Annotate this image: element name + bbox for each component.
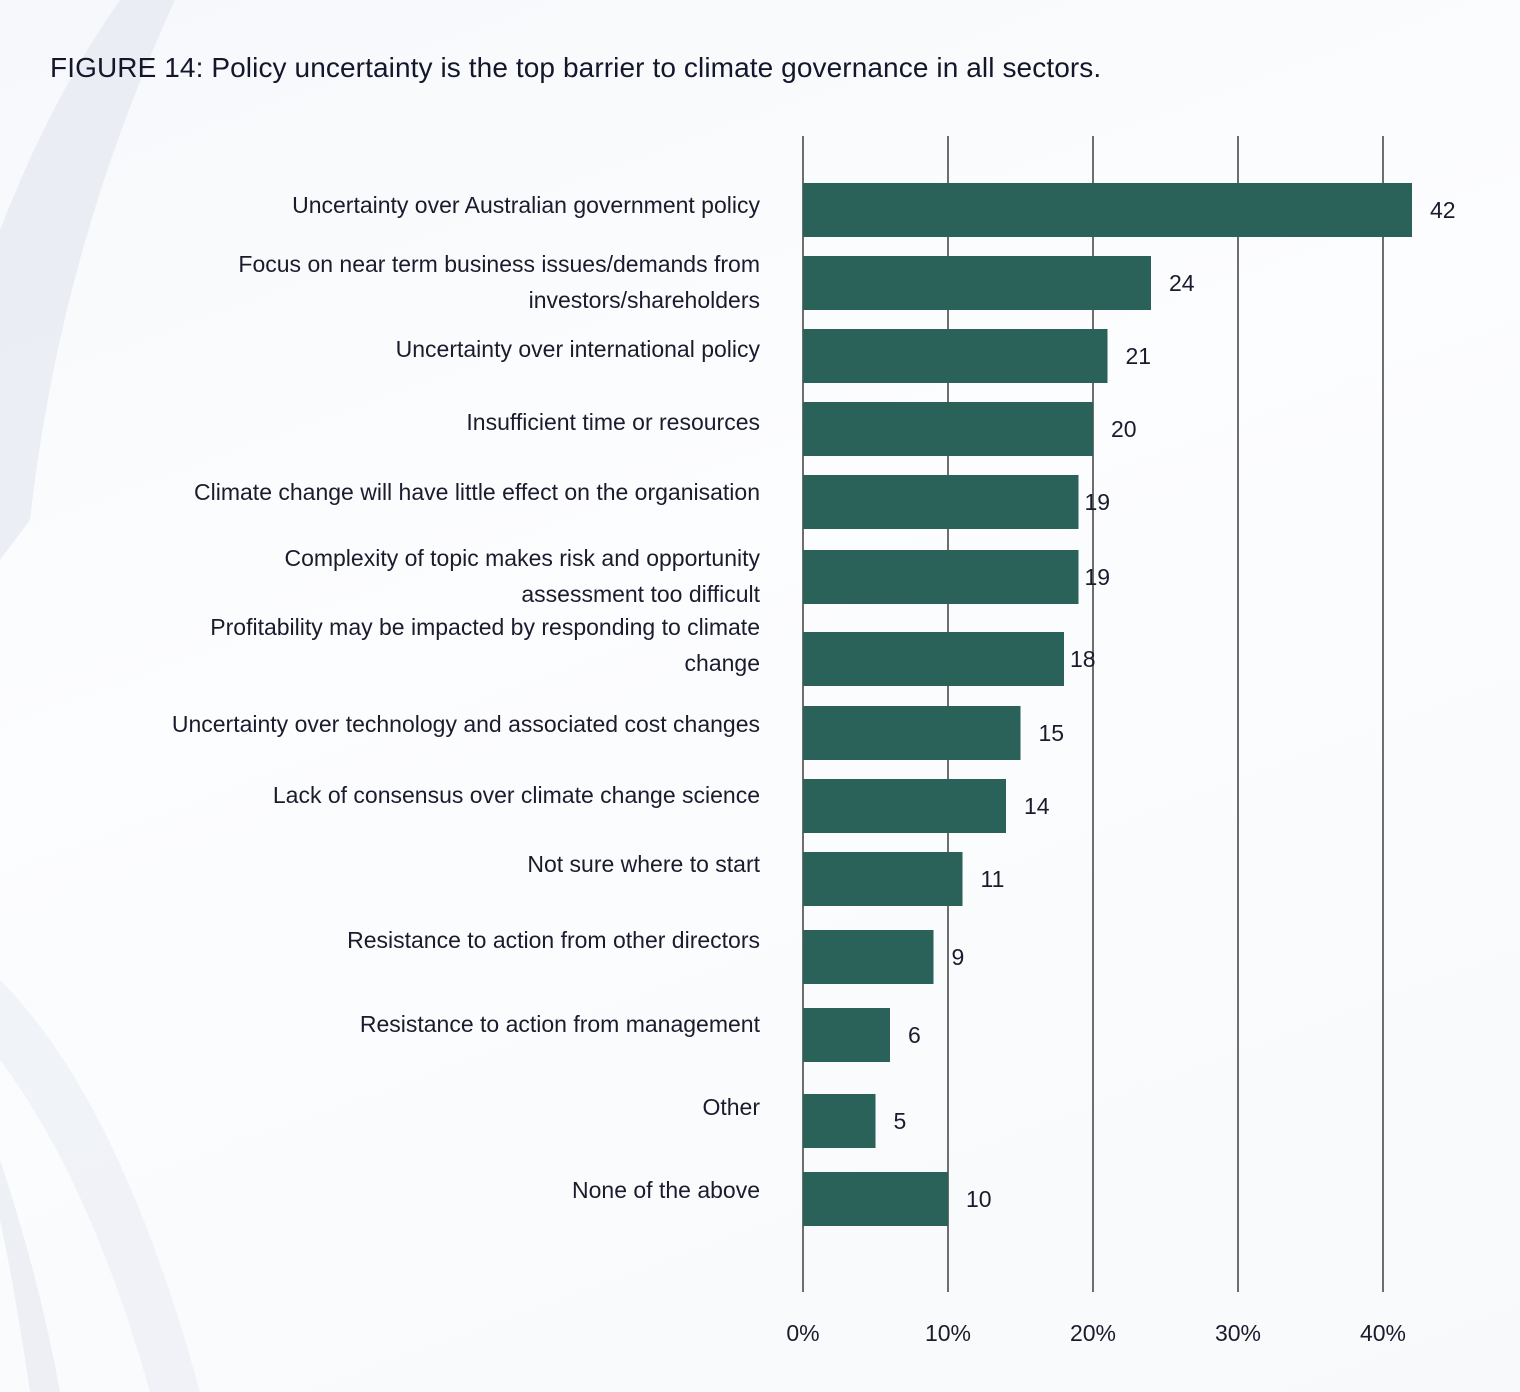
category-label: Insufficient time or resources [466, 409, 760, 435]
value-label: 18 [1070, 646, 1096, 672]
category-label: Complexity of topic makes risk and oppor… [284, 545, 760, 607]
x-tick-label: 40% [1360, 1320, 1406, 1346]
value-label: 20 [1111, 416, 1137, 442]
bar [803, 256, 1151, 310]
bar [803, 852, 963, 906]
value-labels: 42 24 21 20 19 19 18 15 14 11 9 6 5 10 [894, 197, 1456, 1212]
value-label: 10 [966, 1186, 992, 1212]
bar [803, 930, 934, 984]
x-axis-tick-labels: 0% 10% 20% 30% 40% [786, 1320, 1406, 1346]
category-labels: Uncertainty over Australian government p… [172, 192, 761, 1203]
value-label: 19 [1085, 489, 1111, 515]
category-label: Profitability may be impacted by respond… [210, 614, 760, 676]
bar [803, 402, 1093, 456]
value-label: 11 [981, 866, 1005, 892]
x-tick-label: 30% [1215, 1320, 1261, 1346]
category-label: Uncertainty over international policy [396, 336, 761, 362]
category-label: Uncertainty over Australian government p… [292, 192, 760, 218]
bar [803, 329, 1108, 383]
bar [803, 550, 1079, 604]
category-label: Not sure where to start [527, 851, 760, 877]
bar [803, 632, 1064, 686]
category-label: Lack of consensus over climate change sc… [273, 782, 760, 808]
bar [803, 183, 1412, 237]
value-label: 5 [894, 1108, 907, 1134]
category-label: Other [702, 1094, 760, 1120]
bar [803, 1008, 890, 1062]
x-tick-label: 10% [925, 1320, 971, 1346]
category-label: Uncertainty over technology and associat… [172, 711, 760, 737]
bar [803, 1172, 948, 1226]
figure-title: FIGURE 14: Policy uncertainty is the top… [50, 52, 1102, 83]
x-tick-label: 20% [1070, 1320, 1116, 1346]
value-label: 9 [952, 944, 965, 970]
value-label: 15 [1039, 720, 1065, 746]
value-label: 14 [1024, 793, 1050, 819]
category-label: Resistance to action from management [360, 1011, 761, 1037]
category-label: None of the above [572, 1177, 760, 1203]
value-label: 42 [1430, 197, 1456, 223]
category-label: Resistance to action from other director… [347, 927, 760, 953]
bar [803, 706, 1021, 760]
bars [803, 183, 1412, 1226]
value-label: 6 [908, 1022, 921, 1048]
x-tick-label: 0% [786, 1320, 819, 1346]
value-label: 19 [1085, 564, 1111, 590]
category-label: Focus on near term business issues/deman… [238, 251, 760, 313]
bar [803, 1094, 876, 1148]
bar [803, 779, 1006, 833]
value-label: 21 [1126, 343, 1152, 369]
category-label: Climate change will have little effect o… [194, 479, 760, 505]
value-label: 24 [1169, 270, 1195, 296]
bar [803, 475, 1079, 529]
